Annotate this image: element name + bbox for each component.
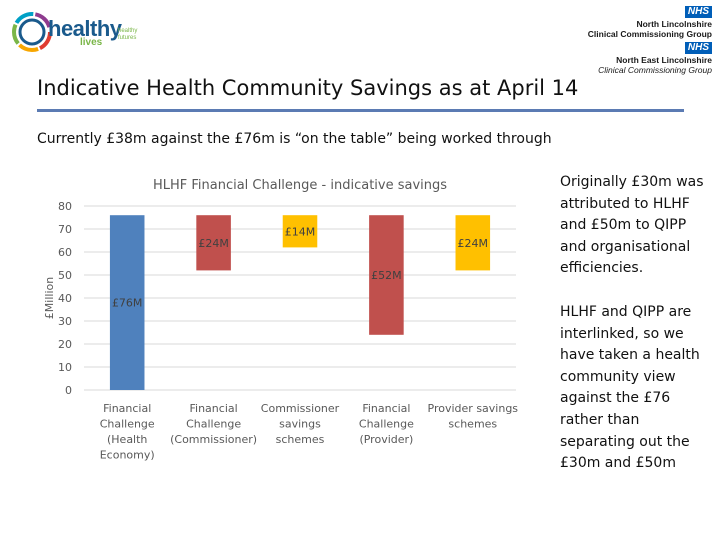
- bar-1: [109, 215, 145, 390]
- x-tick-label: Challenge: [359, 418, 414, 431]
- swirl-logo-icon: [12, 12, 52, 52]
- nhs-badge-1: NHS: [684, 6, 712, 18]
- logo-futures: healthy futures: [118, 28, 138, 41]
- y-tick-label: 0: [65, 384, 72, 397]
- bar-label-3: £14M: [285, 225, 316, 238]
- y-tick-label: 50: [58, 269, 72, 282]
- y-axis-label: £Million: [43, 277, 56, 319]
- nhs1-line1: North Lincolnshire: [636, 19, 712, 29]
- x-tick-label: Financial: [362, 402, 410, 415]
- x-tick-label: (Commissioner): [170, 433, 257, 446]
- x-tick-label: Financial: [103, 402, 151, 415]
- nhs1-line2: Clinical Commissioning Group: [587, 29, 712, 39]
- y-tick-label: 30: [58, 315, 72, 328]
- side-notes: Originally £30m was attributed to HLHF a…: [560, 172, 710, 497]
- bar-3: [282, 215, 318, 248]
- bar-5: [455, 215, 491, 271]
- x-tick-label: Challenge: [186, 418, 241, 431]
- x-tick-label: savings: [279, 418, 321, 431]
- x-tick-label: Challenge: [100, 418, 155, 431]
- y-tick-label: 10: [58, 361, 72, 374]
- nhs2-line1: North East Lincolnshire: [616, 55, 712, 65]
- y-tick-label: 70: [58, 223, 72, 236]
- page-subtitle: Currently £38m against the £76m is “on t…: [37, 131, 552, 147]
- side-note-2: HLHF and QIPP are interlinked, so we hav…: [560, 303, 700, 472]
- x-tick-label: (Health: [107, 433, 147, 446]
- x-tick-label: Commissioner: [261, 402, 340, 415]
- y-tick-label: 20: [58, 338, 72, 351]
- x-tick-label: schemes: [276, 433, 325, 446]
- x-tick-label: (Provider): [359, 433, 413, 446]
- bar-label-2: £24M: [198, 237, 229, 250]
- nhs-north-east-lincolnshire: NHS North East Lincolnshire Clinical Com…: [598, 42, 712, 75]
- bar-4: [369, 215, 404, 335]
- x-tick-label: Economy): [100, 449, 155, 462]
- bar-label-5: £24M: [458, 237, 489, 250]
- x-tick-label: Financial: [190, 402, 238, 415]
- bar-label-1: £76M: [112, 297, 143, 310]
- y-tick-label: 40: [58, 292, 72, 305]
- bar-label-4: £52M: [371, 269, 402, 282]
- page-title: Indicative Health Community Savings as a…: [37, 76, 579, 100]
- y-tick-label: 80: [58, 200, 72, 213]
- chart-title: HLHF Financial Challenge - indicative sa…: [153, 178, 447, 193]
- nhs2-line2: Clinical Commissioning Group: [598, 65, 712, 75]
- healthy-lives-logo: [10, 10, 150, 58]
- x-tick-label: schemes: [448, 418, 497, 431]
- y-tick-label: 60: [58, 246, 72, 259]
- x-tick-label: Provider savings: [428, 402, 519, 415]
- savings-waterfall-chart: HLHF Financial Challenge - indicative sa…: [43, 178, 519, 462]
- logo-wordmark: healthy: [48, 16, 122, 41]
- nhs-north-lincolnshire: NHS North Lincolnshire Clinical Commissi…: [588, 6, 712, 39]
- bar-2: [196, 215, 231, 271]
- title-divider: [37, 109, 684, 112]
- side-note-1: Originally £30m was attributed to HLHF a…: [560, 174, 704, 277]
- logo-lives: lives: [80, 37, 103, 48]
- nhs-badge-2: NHS: [684, 42, 712, 54]
